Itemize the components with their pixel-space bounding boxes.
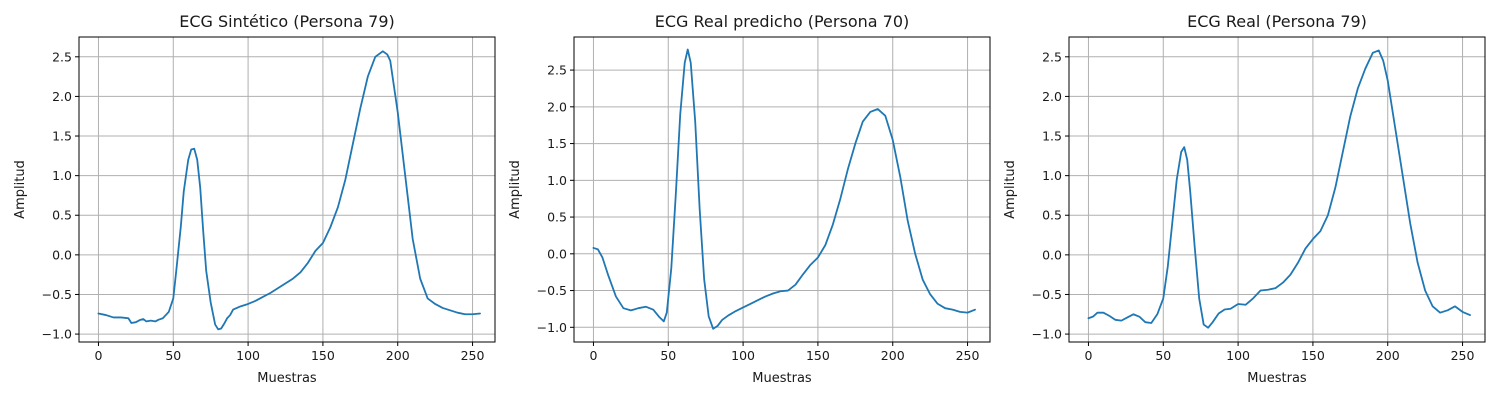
line-layer — [592, 48, 976, 330]
line-layer — [97, 50, 481, 331]
x-tick-label: 0 — [589, 348, 597, 363]
y-tick-label: 0.0 — [1042, 247, 1062, 262]
x-tick-label: 250 — [956, 348, 980, 363]
x-tick-label: 150 — [1301, 348, 1325, 363]
x-tick-label: 200 — [1376, 348, 1400, 363]
y-tick-label: 2.0 — [52, 89, 72, 104]
y-tick-label: 1.5 — [52, 129, 72, 144]
x-tick-label: 150 — [311, 348, 335, 363]
x-tick-label: 200 — [881, 348, 905, 363]
y-tick-label: 1.0 — [52, 168, 72, 183]
chart-panel-real: 0 50 100 150 200 250 −1.0 −0.5 0.0 0.5 1.0 1.5 2.0 2.… — [1003, 12, 1486, 386]
tick-layer: 0 50 100 150 200 250 −1.0 −0.5 0.0 0.5 1.0 1.5 2.0 2.… — [42, 49, 485, 363]
x-tick-label: 250 — [1451, 348, 1475, 363]
y-tick-label: 1.0 — [1042, 168, 1062, 183]
x-tick-label: 50 — [660, 348, 676, 363]
y-axis-label: Amplitud — [508, 160, 523, 219]
x-tick-label: 0 — [1084, 348, 1092, 363]
y-tick-label: 0.5 — [1042, 208, 1062, 223]
ecg-series-line — [97, 50, 481, 331]
x-axis-label: Muestras — [1247, 371, 1307, 386]
y-tick-label: 2.5 — [547, 63, 567, 78]
y-tick-label: 2.5 — [1042, 49, 1062, 64]
y-tick-label: 1.5 — [1042, 129, 1062, 144]
chart-title: ECG Real predicho (Persona 70) — [655, 12, 909, 31]
axes-frame — [573, 36, 991, 343]
x-tick-label: 50 — [1155, 348, 1171, 363]
grid-layer — [79, 37, 495, 342]
chart-panel-predicted: 0 50 100 150 200 250 −1.0 −0.5 0.0 0.5 1.0 1.5 2.0 2.… — [508, 12, 991, 386]
y-tick-label: −1.0 — [537, 320, 567, 335]
y-tick-label: −0.5 — [42, 287, 72, 302]
x-tick-label: 0 — [94, 348, 102, 363]
y-tick-label: −1.0 — [1032, 327, 1062, 342]
tick-layer: 0 50 100 150 200 250 −1.0 −0.5 0.0 0.5 1.0 1.5 2.0 2.… — [537, 63, 980, 363]
y-tick-label: 2.5 — [52, 49, 72, 64]
axes-frame — [1068, 36, 1486, 343]
y-tick-label: 0.5 — [52, 208, 72, 223]
y-axis-label: Amplitud — [13, 160, 28, 219]
y-tick-label: 0.5 — [547, 210, 567, 225]
x-tick-label: 50 — [165, 348, 181, 363]
y-tick-label: −0.5 — [1032, 287, 1062, 302]
x-axis-label: Muestras — [752, 371, 812, 386]
x-tick-label: 150 — [806, 348, 830, 363]
y-tick-label: −0.5 — [537, 283, 567, 298]
y-tick-label: 0.0 — [547, 246, 567, 261]
y-tick-label: 2.0 — [547, 99, 567, 114]
x-tick-label: 100 — [1226, 348, 1250, 363]
line-layer — [1087, 49, 1471, 329]
y-tick-label: 1.5 — [547, 136, 567, 151]
chart-title: ECG Sintético (Persona 79) — [179, 12, 395, 31]
y-tick-label: 0.0 — [52, 247, 72, 262]
y-tick-label: 2.0 — [1042, 89, 1062, 104]
y-tick-label: 1.0 — [547, 173, 567, 188]
x-axis-label: Muestras — [257, 371, 317, 386]
chart-title: ECG Real (Persona 79) — [1187, 12, 1367, 31]
tick-layer: 0 50 100 150 200 250 −1.0 −0.5 0.0 0.5 1.0 1.5 2.0 2.… — [1032, 49, 1475, 363]
ecg-series-line — [1087, 49, 1471, 329]
y-tick-label: −1.0 — [42, 327, 72, 342]
x-tick-label: 100 — [236, 348, 260, 363]
axes-frame — [78, 36, 496, 343]
x-tick-label: 200 — [386, 348, 410, 363]
chart-panel-synthetic: 0 50 100 150 200 250 −1.0 −0.5 0.0 0.5 1.0 1.5 2.0 2.… — [13, 12, 496, 386]
x-tick-label: 100 — [731, 348, 755, 363]
x-tick-label: 250 — [461, 348, 485, 363]
y-axis-label: Amplitud — [1003, 160, 1018, 219]
ecg-series-line — [592, 48, 976, 330]
